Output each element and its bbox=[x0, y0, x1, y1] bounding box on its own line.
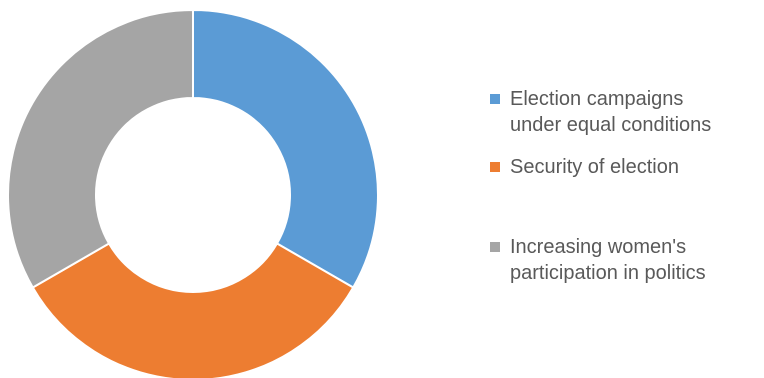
legend-item-women-participation: Increasing women's participation in poli… bbox=[490, 234, 760, 286]
legend-label-line: Security of election bbox=[510, 156, 679, 178]
donut-slice-3 bbox=[7, 8, 194, 289]
legend-item-election-campaigns: Election campaigns under equal condition… bbox=[490, 86, 760, 138]
donut-slice-2 bbox=[31, 242, 355, 378]
donut-slices bbox=[7, 8, 379, 378]
legend-label-line: Increasing women's bbox=[510, 236, 687, 258]
legend-label-line: under equal conditions bbox=[510, 114, 712, 136]
legend-label-line: participation in politics bbox=[510, 262, 706, 284]
legend-item-security: Security of election bbox=[490, 154, 760, 180]
legend-swatch-orange bbox=[490, 162, 500, 172]
legend-swatch-gray bbox=[490, 242, 500, 252]
donut-slice-1 bbox=[192, 8, 379, 289]
chart-legend: Election campaigns under equal condition… bbox=[490, 86, 760, 286]
legend-label-line: Election campaigns bbox=[510, 88, 684, 110]
legend-swatch-blue bbox=[490, 94, 500, 104]
